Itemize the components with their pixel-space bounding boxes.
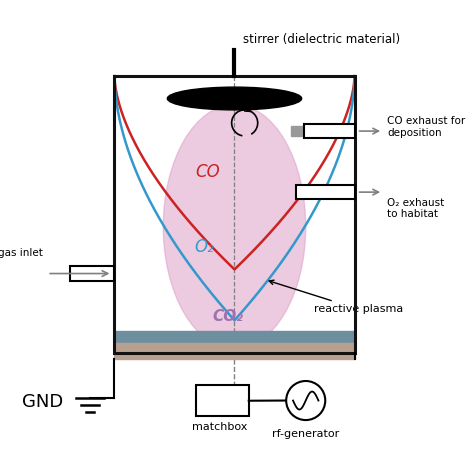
Text: O₂ exhaust
to habitat: O₂ exhaust to habitat	[387, 198, 445, 219]
Bar	[304, 124, 355, 138]
Ellipse shape	[163, 105, 306, 349]
Text: stirrer (dielectric material): stirrer (dielectric material)	[243, 33, 400, 46]
Bar	[114, 76, 355, 353]
Ellipse shape	[167, 87, 301, 110]
Text: O₂: O₂	[194, 238, 214, 256]
Text: GND: GND	[22, 393, 64, 411]
Bar	[114, 343, 355, 359]
Bar	[196, 385, 249, 416]
Text: gas inlet: gas inlet	[0, 248, 43, 258]
Text: CO₂: CO₂	[213, 309, 244, 324]
Text: CO exhaust for
deposition: CO exhaust for deposition	[387, 116, 465, 138]
Text: rf-generator: rf-generator	[272, 429, 339, 439]
Bar	[296, 185, 355, 200]
Text: reactive plasma: reactive plasma	[269, 280, 403, 314]
Bar	[114, 330, 355, 343]
Bar	[70, 266, 114, 281]
Text: CO: CO	[196, 163, 220, 181]
Circle shape	[286, 381, 325, 420]
Bar	[292, 126, 304, 137]
Text: matchbox: matchbox	[192, 422, 247, 432]
